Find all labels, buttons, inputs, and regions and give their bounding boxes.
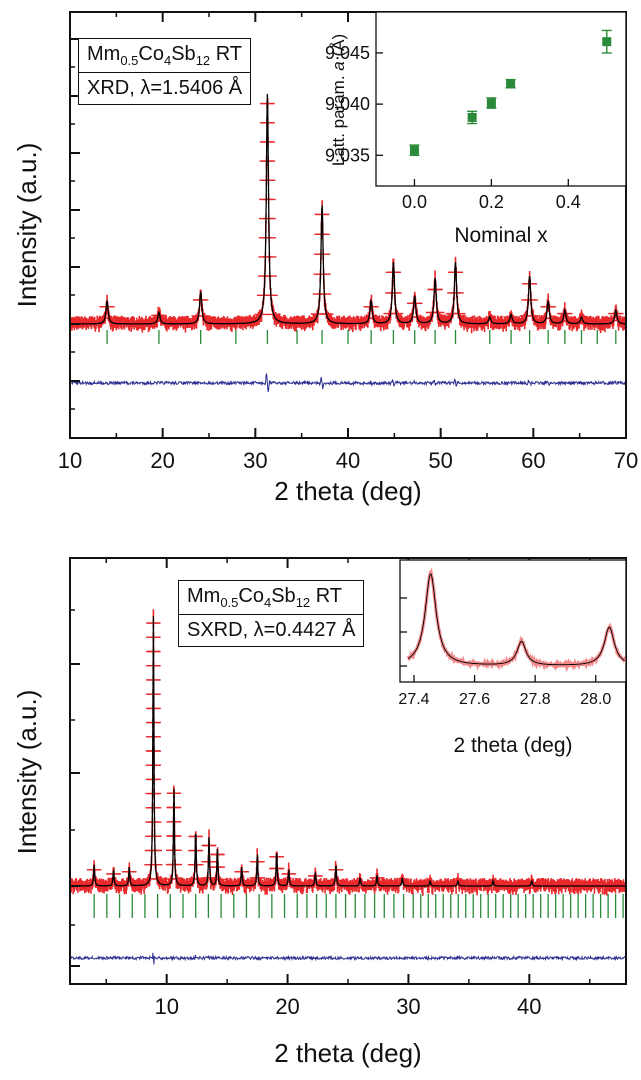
top-inset: 0.0 0.2 0.4 9.035 9.040 9.045 Nominal x Latt.…: [325, 11, 627, 247]
top-calculated-profile: [70, 93, 626, 325]
x-tick-label: 50: [428, 448, 452, 473]
top-inset-x-label: Nominal x: [454, 224, 548, 247]
x-tick-label: 70: [614, 448, 638, 473]
inset-point: [506, 79, 516, 89]
bottom-x-axis-label: 2 theta (deg): [274, 1038, 421, 1068]
bottom-x-axis: 10 20 30 40: [105, 558, 591, 1019]
inset2-x-tick-label: 27.4: [398, 691, 429, 708]
inset-x-tick-label: 0.0: [402, 192, 427, 212]
bottom-inset-x-label: 2 theta (deg): [453, 734, 572, 757]
x-tick-label: 20: [150, 448, 174, 473]
x-tick-label: 40: [517, 994, 541, 1019]
top-y-axis-label: Intensity (a.u.): [12, 143, 42, 308]
top-panel: 10 20 30 40 50 60 70 2 theta (deg) Intensity (…: [12, 11, 638, 506]
bottom-inset-calculated: [407, 573, 625, 666]
top-difference-curve: [69, 373, 627, 392]
bottom-inset-ticks: 27.4 27.6 27.8 28.0: [398, 597, 611, 708]
top-x-axis: 10 20 30 40 50 60 70: [58, 12, 638, 473]
x-tick-label: 30: [396, 994, 420, 1019]
bottom-legend-method: SXRD, λ=0.4427 Å: [179, 614, 364, 646]
x-tick-label: 10: [154, 994, 178, 1019]
bottom-calculated-profile: [70, 615, 626, 887]
top-legend-method: XRD, λ=1.5406 Å: [79, 72, 251, 104]
inset-point: [602, 37, 612, 47]
x-tick-label: 30: [243, 448, 267, 473]
bottom-panel: 10 20 30 40 2 theta (deg) Intensity (a.u.) …: [12, 557, 627, 1068]
inset2-x-tick-label: 28.0: [580, 691, 611, 708]
top-legend-box: Mm0.5Co4Sb12 RT XRD, λ=1.5406 Å: [78, 38, 252, 105]
bottom-inset: 27.4 27.6 27.8 28.0 2 theta (deg): [398, 559, 627, 757]
inset-y-tick-label: 9.040: [325, 94, 370, 114]
top-bragg-ticks: [106, 330, 617, 344]
bottom-y-axis-label: Intensity (a.u.): [12, 690, 42, 855]
bottom-difference-curve: [69, 952, 627, 965]
top-legend-compound: Mm0.5Co4Sb12 RT: [87, 43, 243, 68]
top-inset-frame: [375, 11, 627, 187]
top-inset-ticks: 0.0 0.2 0.4 9.035 9.040 9.045: [325, 43, 581, 212]
inset-y-tick-label: 9.045: [325, 43, 370, 63]
inset2-x-tick-label: 27.8: [520, 691, 551, 708]
x-tick-label: 60: [521, 448, 545, 473]
bottom-legend-box: Mm0.5Co4Sb12 RT SXRD, λ=0.4427 Å: [178, 580, 365, 647]
inset-x-tick-label: 0.4: [556, 192, 581, 212]
inset-point: [409, 145, 419, 155]
inset-point: [486, 98, 496, 108]
top-inset-y-label: Latt. param. a (Å): [329, 34, 348, 166]
top-x-axis-label: 2 theta (deg): [274, 476, 421, 506]
x-tick-label: 10: [58, 448, 82, 473]
inset-point: [467, 112, 477, 122]
bottom-legend-compound: Mm0.5Co4Sb12 RT: [187, 585, 343, 610]
inset-x-tick-label: 0.2: [479, 192, 504, 212]
top-inset-points: [409, 29, 612, 156]
inset-y-tick-label: 9.035: [325, 145, 370, 165]
bottom-bragg-ticks: [93, 894, 624, 918]
bottom-y-ticks: [70, 609, 80, 967]
x-tick-label: 20: [275, 994, 299, 1019]
x-tick-label: 40: [336, 448, 360, 473]
inset2-x-tick-label: 27.6: [459, 691, 490, 708]
